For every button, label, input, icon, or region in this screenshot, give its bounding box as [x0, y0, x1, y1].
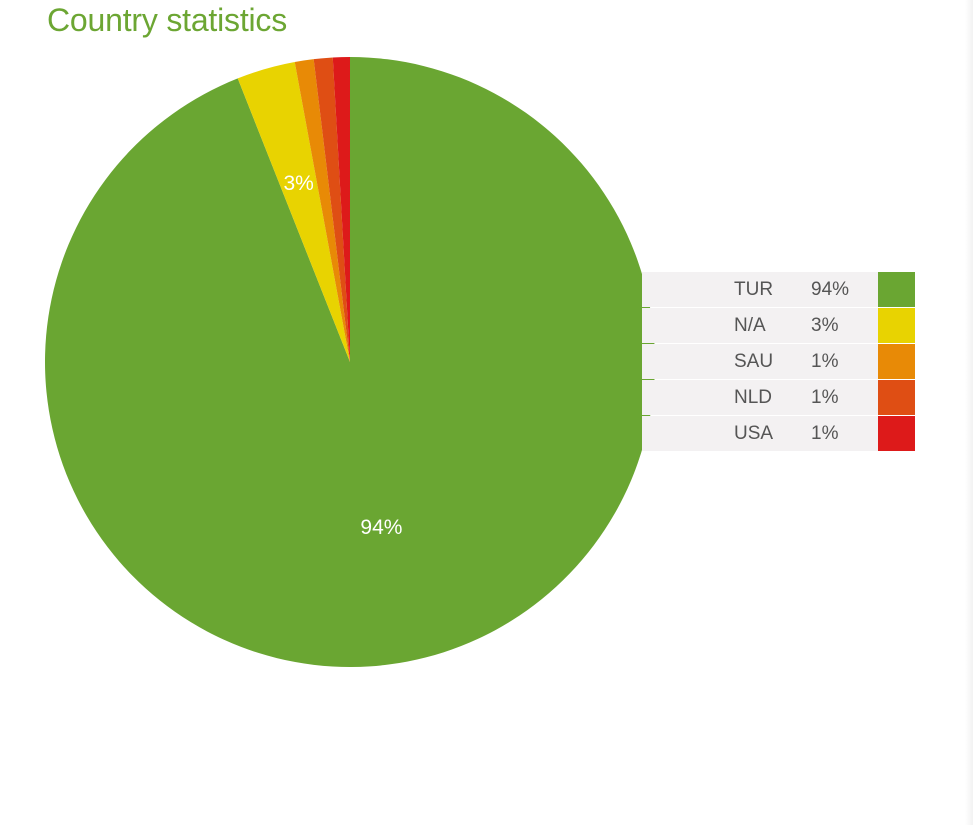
- pie-slice-tur: [44, 57, 656, 668]
- legend-swatch-usa: [878, 416, 915, 451]
- legend-row-tur: TUR 94%: [642, 272, 878, 307]
- legend-label: SAU: [734, 351, 774, 372]
- legend-row-sau: SAU 1%: [642, 344, 878, 379]
- legend-percent: 1%: [811, 387, 839, 408]
- legend-percent: 1%: [811, 351, 839, 372]
- legend-percent: 94%: [811, 279, 850, 300]
- legend-label: USA: [734, 423, 774, 444]
- legend-label: TUR: [734, 279, 774, 300]
- pie-slice-sau: [294, 59, 350, 362]
- legend-swatch-nld: [878, 380, 915, 415]
- legend-percent: 3%: [811, 315, 839, 336]
- legend-label: N/A: [734, 315, 766, 336]
- legend-row-nld: NLD 1%: [642, 380, 878, 415]
- pie-slice-usa: [332, 57, 350, 362]
- legend-swatch-na: [878, 308, 915, 343]
- legend-percent: 1%: [811, 423, 839, 444]
- legend-swatch-sau: [878, 344, 915, 379]
- legend-swatch-tur: [878, 272, 915, 307]
- legend-row-na: N/A 3%: [642, 308, 878, 343]
- page-edge: [965, 0, 973, 825]
- legend-table: TUR 94% N/A 3% SAU 1% NLD 1% USA 1%: [642, 272, 878, 452]
- chart-title: Country statistics: [47, 2, 288, 38]
- slice-label-tur: 94%: [360, 516, 402, 539]
- pie-slice-nld: [313, 57, 350, 363]
- pie-slice-na: [237, 62, 350, 362]
- slice-label-na: 3%: [283, 172, 313, 195]
- legend-label: NLD: [734, 387, 773, 408]
- legend-row-usa: USA 1%: [642, 416, 878, 451]
